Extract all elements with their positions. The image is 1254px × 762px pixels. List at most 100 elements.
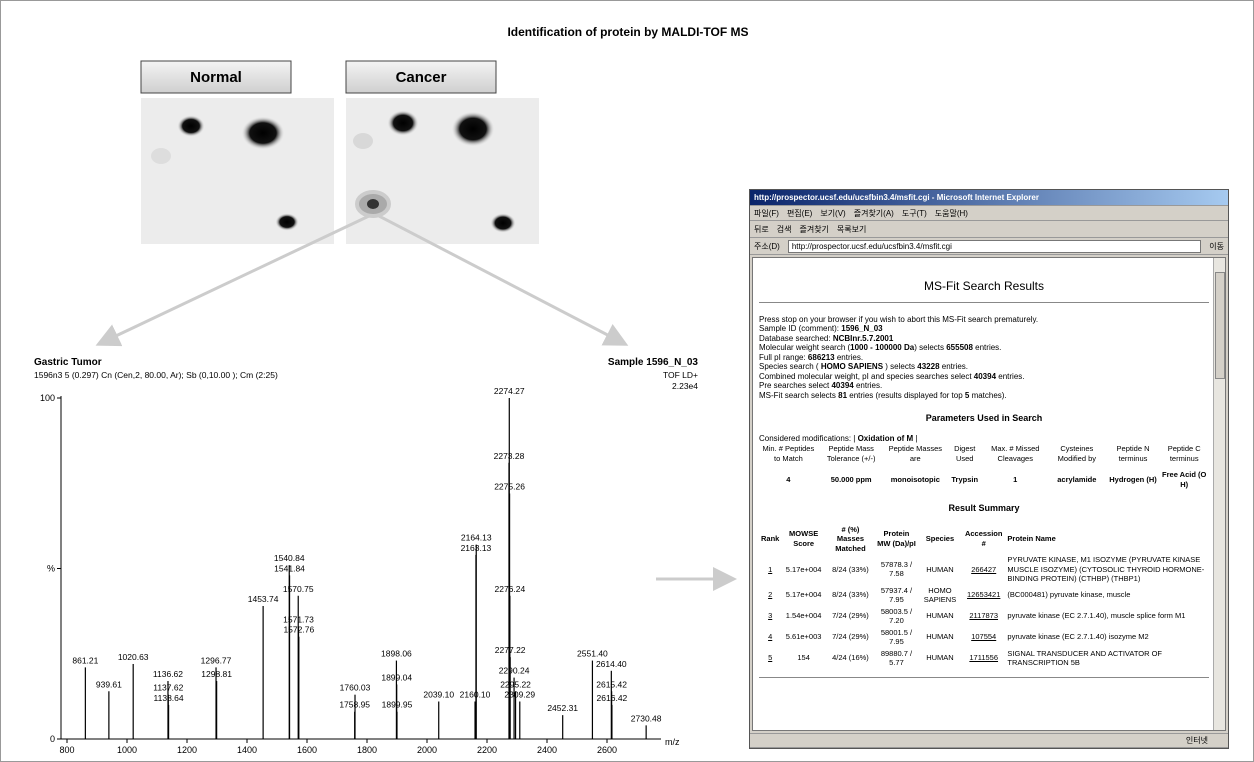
text: Sample ID (comment): — [759, 324, 841, 333]
cell: 5.61e+003 — [781, 627, 826, 648]
cell: (BC000481) pyruvate kinase, muscle — [1005, 585, 1209, 606]
x-tick-label: 1800 — [357, 745, 377, 755]
text: Species search ( — [759, 362, 821, 371]
search-info: Press stop on your browser if you wish t… — [759, 315, 1209, 401]
row: 45.61e+0037/24 (29%)58001.5 / 7.95HUMAN1… — [759, 627, 1209, 648]
column-header: Peptide Mass Tolerance (+/-) — [818, 443, 885, 464]
peak-label: 2276.24 — [495, 584, 526, 594]
cell[interactable]: 2 — [759, 585, 781, 606]
menu-item[interactable]: 도움말(H) — [935, 208, 968, 219]
mode-label: TOF LD+ — [663, 370, 698, 380]
toolbar-button[interactable]: 즐겨찾기 — [799, 224, 828, 235]
toolbar-button[interactable]: 검색 — [777, 224, 792, 235]
column-header: Species — [918, 524, 962, 555]
cell: HUMAN — [918, 627, 962, 648]
peak-label: 2290.24 — [499, 666, 530, 676]
menu-item[interactable]: 도구(T) — [902, 208, 927, 219]
cell[interactable]: 266427 — [962, 554, 1005, 585]
text: Pre searches select — [759, 381, 831, 390]
title-bar: http://prospector.ucsf.edu/ucsfbin3.4/ms… — [750, 190, 1228, 206]
x-tick-label: 800 — [59, 745, 74, 755]
figure: Identification of protein by MALDI-TOF M… — [0, 0, 1254, 762]
toolbar-button[interactable]: 뒤로 — [754, 224, 769, 235]
cell: acrylamide — [1047, 464, 1107, 490]
cell[interactable]: 4 — [759, 627, 781, 648]
column-header: Accession # — [962, 524, 1005, 555]
menu-item[interactable]: 즐겨찾기(A) — [854, 208, 894, 219]
cell: 154 — [781, 648, 826, 669]
peak-label: 1899.04 — [381, 672, 412, 682]
peak-label: 2274.27 — [494, 386, 525, 396]
text: entries. — [973, 343, 1001, 352]
toolbar-button[interactable]: 목록보기 — [837, 224, 866, 235]
cell: 58003.5 / 7.20 — [875, 606, 918, 627]
x-tick-label: 1400 — [237, 745, 257, 755]
modifications: Considered modifications: | Oxidation of… — [759, 434, 1209, 444]
peak-label: 2452.31 — [547, 703, 578, 713]
page-content: MS-Fit Search Results Press stop on your… — [752, 257, 1226, 731]
info-line: Press stop on your browser if you wish t… — [759, 315, 1209, 325]
cell[interactable]: 2117873 — [962, 606, 1005, 627]
text: ) selects — [914, 343, 946, 352]
peak-label: 1136.62 — [153, 669, 183, 679]
cell: 57878.3 / 7.58 — [875, 554, 918, 585]
peak-label: 1020.63 — [118, 652, 149, 662]
column-header: MOWSE Score — [781, 524, 826, 555]
cell: 4/24 (16%) — [826, 648, 875, 669]
value: 43228 — [917, 362, 939, 371]
cell: 5.17e+004 — [781, 554, 826, 585]
column-header: Rank — [759, 524, 781, 555]
peak-label: 1899.95 — [382, 700, 413, 710]
spectrum-title: Gastric Tumor — [34, 357, 102, 368]
peak-label: 1296.77 — [201, 655, 232, 665]
address-label: 주소(D) — [754, 241, 780, 252]
x-tick-label: 1200 — [177, 745, 197, 755]
text: Considered modifications: | — [759, 434, 858, 443]
peak-label: 2551.40 — [577, 649, 608, 659]
x-tick-label: 1600 — [297, 745, 317, 755]
info-line: Combined molecular weight, pI and specie… — [759, 372, 1209, 382]
menu-item[interactable]: 편집(E) — [787, 208, 812, 219]
cell: monoisotopic — [885, 464, 946, 490]
scrollbar[interactable] — [1213, 258, 1225, 730]
cell[interactable]: 1711556 — [962, 648, 1005, 669]
y-tick-label: % — [47, 564, 55, 574]
peak-label: 1571.73 — [283, 614, 314, 624]
cell: SIGNAL TRANSDUCER AND ACTIVATOR OF TRANS… — [1005, 648, 1209, 669]
menu-item[interactable]: 파일(F) — [754, 208, 779, 219]
page-heading: MS-Fit Search Results — [759, 282, 1209, 292]
cell: pyruvate kinase (EC 2.7.1.40), muscle sp… — [1005, 606, 1209, 627]
value: 40394 — [831, 381, 853, 390]
row: 25.17e+0048/24 (33%)57937.4 / 7.95HOMO S… — [759, 585, 1209, 606]
cell[interactable]: 107554 — [962, 627, 1005, 648]
cell: pyruvate kinase (EC 2.7.1.40) isozyme M2 — [1005, 627, 1209, 648]
text: matches). — [969, 391, 1006, 400]
intensity-label: 2.23e4 — [672, 381, 698, 391]
cell: 7/24 (29%) — [826, 627, 875, 648]
go-button[interactable]: 이동 — [1209, 241, 1224, 252]
column-header: Cysteines Modified by — [1047, 443, 1107, 464]
cell: 4 — [759, 464, 818, 490]
peak-label: 2295.22 — [500, 679, 531, 689]
cell: Free Acid (O H) — [1159, 464, 1209, 490]
params-table: Min. # Peptides to MatchPeptide Mass Tol… — [759, 443, 1209, 490]
url-field[interactable]: http://prospector.ucsf.edu/ucsfbin3.4/ms… — [788, 240, 1201, 253]
cell: 50.000 ppm — [818, 464, 885, 490]
cell: 57937.4 / 7.95 — [875, 585, 918, 606]
cell[interactable]: 3 — [759, 606, 781, 627]
text: entries. — [940, 362, 968, 371]
cell[interactable]: 5 — [759, 648, 781, 669]
peak-label: 2277.22 — [495, 645, 526, 655]
cell[interactable]: 1 — [759, 554, 781, 585]
cell[interactable]: 12653421 — [962, 585, 1005, 606]
cell: HOMO SAPIENS — [918, 585, 962, 606]
header-row: Min. # Peptides to MatchPeptide Mass Tol… — [759, 443, 1209, 464]
menu-item[interactable]: 보기(V) — [820, 208, 845, 219]
column-header: Peptide Masses are — [885, 443, 946, 464]
figure-title: Identification of protein by MALDI-TOF M… — [507, 25, 748, 39]
text: Press stop on your browser if you wish t… — [759, 315, 1038, 324]
peak-label: 939.61 — [96, 679, 122, 689]
text: entries. — [996, 372, 1024, 381]
